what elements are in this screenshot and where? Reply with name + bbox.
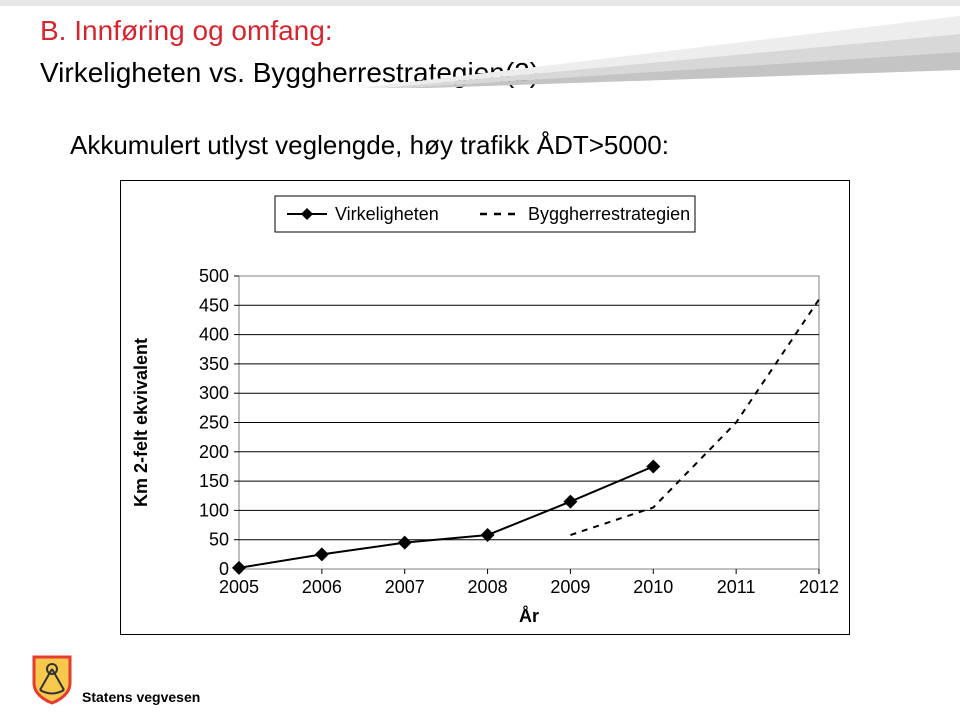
svg-text:200: 200 (199, 442, 229, 462)
svg-text:0: 0 (219, 559, 229, 579)
svg-text:250: 250 (199, 413, 229, 433)
svg-text:Km 2-felt ekvivalent: Km 2-felt ekvivalent (131, 338, 151, 507)
chart-svg: Virkeligheten Byggherrestrategien 0 50 100 15… (121, 181, 849, 634)
header-stripes (360, 8, 960, 88)
header: B. Innføring og omfang: Virkeligheten vs… (0, 0, 960, 140)
svg-text:300: 300 (199, 383, 229, 403)
svg-text:2009: 2009 (550, 577, 590, 597)
svg-text:2011: 2011 (717, 577, 756, 597)
svg-text:150: 150 (199, 471, 229, 491)
svg-text:350: 350 (199, 354, 229, 374)
svg-text:2005: 2005 (219, 577, 259, 597)
svg-text:450: 450 (199, 295, 229, 315)
subtitle: Akkumulert utlyst veglengde, høy trafikk… (70, 130, 669, 161)
logo-icon (30, 655, 74, 705)
svg-text:2010: 2010 (633, 577, 673, 597)
svg-text:2006: 2006 (302, 577, 342, 597)
footer: Statens vegvesen (30, 655, 200, 705)
svg-text:50: 50 (209, 530, 229, 550)
svg-text:2007: 2007 (385, 577, 425, 597)
top-divider (0, 0, 960, 6)
svg-text:400: 400 (199, 325, 229, 345)
footer-text: Statens vegvesen (82, 689, 200, 705)
svg-text:År: År (519, 606, 539, 626)
svg-text:2008: 2008 (468, 577, 508, 597)
chart-container: Virkeligheten Byggherrestrategien 0 50 100 15… (120, 180, 850, 635)
svg-text:Virkeligheten: Virkeligheten (335, 204, 439, 224)
svg-text:Byggherrestrategien: Byggherrestrategien (528, 204, 690, 224)
svg-text:100: 100 (199, 500, 229, 520)
svg-text:500: 500 (199, 266, 229, 286)
svg-text:2012: 2012 (799, 577, 839, 597)
